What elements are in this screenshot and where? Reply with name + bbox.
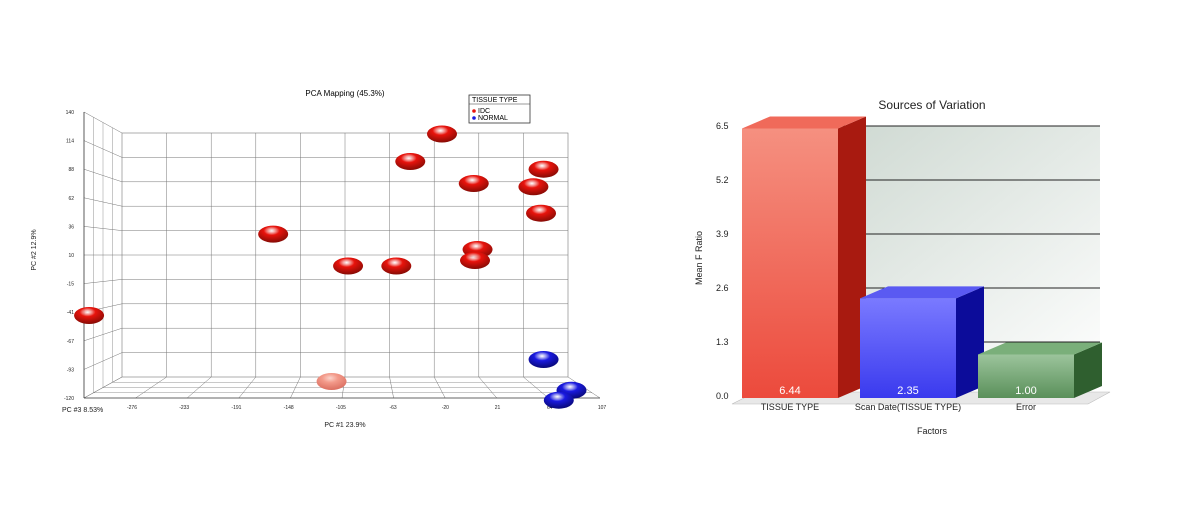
- legend-label-idc: IDC: [478, 108, 490, 115]
- variation-categories: TISSUE TYPE Scan Date(TISSUE TYPE) Error: [761, 402, 1036, 412]
- pca-grid: [83, 111, 601, 399]
- bar-top: [978, 342, 1102, 355]
- y-tick-label: 1.3: [716, 337, 729, 347]
- idc-point: [526, 204, 557, 222]
- bar-value-label: 1.00: [1015, 385, 1036, 397]
- bar-value-label: 6.44: [779, 385, 800, 397]
- variation-x-axis-label: Factors: [917, 426, 948, 436]
- pca-x-tick: -148: [284, 405, 294, 411]
- bar-side: [956, 286, 984, 398]
- bar-front: [978, 354, 1074, 398]
- y-tick-label: 5.2: [716, 175, 729, 185]
- variation-y-ticks: 0.0 1.3 2.6 3.9 5.2 6.5: [716, 121, 729, 401]
- bar-side: [1074, 342, 1102, 398]
- idc-point: [395, 153, 426, 170]
- idc-point: [460, 252, 491, 269]
- y-tick-label: 6.5: [716, 121, 729, 131]
- pca-x-tick: -63: [389, 405, 396, 411]
- variation-y-axis-label: Mean F Ratio: [694, 231, 704, 285]
- pca-y-tick: -93: [67, 367, 74, 373]
- pca-y-tick: 114: [66, 139, 74, 145]
- pca-legend: TISSUE TYPE IDC NORMAL: [468, 94, 531, 124]
- legend-label-normal: NORMAL: [478, 115, 508, 122]
- idc-point: [333, 257, 364, 275]
- normal-point: [543, 391, 574, 409]
- pca-x-tick: 21: [495, 405, 501, 411]
- idc-point: [518, 178, 549, 196]
- variation-plot-area: Sources of Variation Mean F Ratio Factor…: [694, 98, 1111, 436]
- y-tick-label: 3.9: [716, 229, 729, 239]
- legend-box: [468, 94, 531, 124]
- bar-side: [838, 116, 866, 398]
- pca-z-axis-label: PC #3 8.53%: [62, 407, 103, 414]
- variation-chart: Sources of Variation Mean F Ratio Factor…: [680, 0, 1200, 522]
- pca-y-tick: -67: [67, 339, 74, 345]
- bar-top: [860, 286, 984, 299]
- pca-y-axis-label: PC #2 12.9%: [31, 229, 38, 270]
- variation-bars: 6.44 2.35 1.00: [742, 116, 1102, 398]
- bar-value-label: 2.35: [897, 385, 918, 397]
- pca-x-tick: -105: [336, 405, 346, 411]
- pca-y-tick: -120: [64, 396, 74, 402]
- pca-x-tick: -276: [127, 405, 137, 411]
- idc-point: [258, 225, 289, 243]
- pca-plot-area: PCA Mapping (45.3%) PC #1 23.9% PC #2 12…: [31, 89, 606, 429]
- idc-point: [74, 307, 105, 324]
- pca-y-tick: 88: [68, 167, 74, 173]
- bar-front: [742, 128, 838, 398]
- pca-title: PCA Mapping (45.3%): [305, 89, 384, 98]
- legend-marker-idc: [472, 109, 476, 113]
- normal-point: [528, 351, 559, 368]
- y-tick-label: 2.6: [716, 283, 729, 293]
- category-label: Scan Date(TISSUE TYPE): [855, 402, 961, 412]
- idc-point: [458, 175, 489, 192]
- pca-y-tick: 62: [68, 196, 74, 202]
- pca-y-tick: 140: [66, 110, 75, 116]
- idc-point: [427, 125, 458, 143]
- y-tick-label: 0.0: [716, 391, 729, 401]
- pca-x-tick: -233: [179, 405, 189, 411]
- pca-x-tick: -20: [442, 405, 449, 411]
- pca-y-tick: 10: [68, 253, 74, 259]
- category-label: Error: [1016, 402, 1036, 412]
- legend-marker-normal: [472, 116, 476, 120]
- pca-x-tick: 107: [598, 405, 607, 411]
- pca-y-tick: -15: [67, 282, 74, 288]
- bar-front: [860, 298, 956, 398]
- legend-title: TISSUE TYPE: [472, 97, 518, 104]
- idc-point: [528, 160, 559, 178]
- pca-x-tick: 64: [547, 405, 553, 411]
- pca-tick-labels: -276 -233 -191 -148 -105 -63 -20 21 64 107 140 114 8…: [64, 110, 606, 411]
- pca-x-axis-label: PC #1 23.9%: [324, 422, 365, 429]
- variation-title: Sources of Variation: [878, 98, 985, 112]
- pca-y-tick: 36: [68, 224, 74, 230]
- pca-y-tick: -41: [67, 310, 74, 316]
- category-label: TISSUE TYPE: [761, 402, 819, 412]
- pca-chart: PCA Mapping (45.3%) PC #1 23.9% PC #2 12…: [31, 89, 606, 429]
- idc-point: [381, 257, 412, 275]
- pca-points: [74, 125, 587, 409]
- bar-top: [742, 116, 866, 129]
- idc-point: [316, 373, 347, 390]
- pca-x-tick: -191: [231, 405, 241, 411]
